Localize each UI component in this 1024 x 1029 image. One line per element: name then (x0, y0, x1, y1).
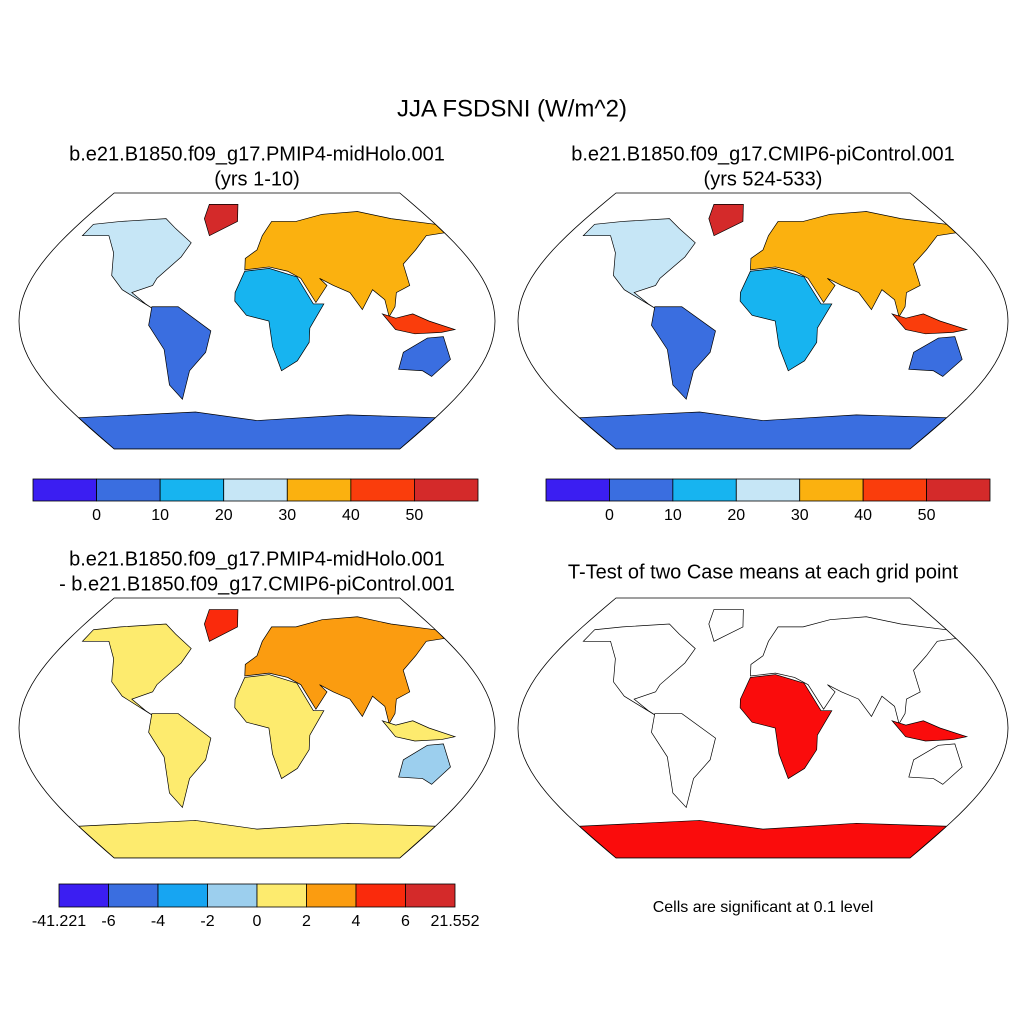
colorbar-box (32, 478, 97, 502)
colorbar-box (414, 478, 479, 502)
figure-title: JJA FSDSNI (W/m^2) (397, 95, 627, 122)
continent (708, 204, 744, 237)
colorbar-box (157, 883, 208, 908)
colorbar-box (862, 478, 927, 502)
continent (891, 313, 969, 335)
continent (77, 411, 437, 449)
colorbar-label: 10 (151, 507, 169, 524)
colorbar-box (350, 478, 415, 502)
colorbar-box (306, 883, 357, 908)
continent (234, 268, 325, 372)
continent (708, 609, 744, 642)
colorbar-box (159, 478, 225, 502)
map (77, 609, 457, 858)
colorbar-box (207, 883, 258, 908)
colorbar-box (405, 883, 456, 908)
colorbar-label: 30 (278, 507, 296, 524)
colorbar-label: 50 (918, 507, 936, 524)
continent (244, 211, 446, 318)
colorbar-label: 4 (352, 913, 361, 930)
panel-title: (yrs 524-533) (704, 168, 823, 190)
colorbar-label: 30 (791, 507, 809, 524)
colorbar-label: 0 (92, 507, 101, 524)
continent (578, 411, 948, 449)
continent (398, 743, 451, 785)
colorbar-box (735, 478, 801, 502)
colorbar-box (108, 883, 159, 908)
continent (578, 820, 948, 858)
panel-title: - b.e21.B1850.f09_g17.CMIP6-piControl.00… (59, 573, 455, 595)
colorbar-box (256, 883, 307, 908)
colorbar-box (223, 478, 288, 502)
continent (891, 720, 969, 742)
colorbar-label: 50 (406, 507, 424, 524)
colorbar-box (799, 478, 864, 502)
panel-title: b.e21.B1850.f09_g17.PMIP4-midHolo.001 (69, 548, 445, 570)
map-outline (18, 192, 496, 450)
map (578, 204, 969, 449)
colorbar-label: -41.221 (32, 913, 86, 930)
map-outline (517, 597, 1009, 859)
colorbar-label: 21.552 (431, 913, 480, 930)
colorbar-box (96, 478, 161, 502)
continent (81, 623, 192, 717)
continent (148, 306, 212, 400)
continent (651, 713, 716, 809)
colorbar-label: 40 (854, 507, 872, 524)
colorbar-box (672, 478, 737, 502)
continent (651, 306, 716, 400)
continent (908, 336, 963, 377)
colorbar-label: 10 (664, 507, 682, 524)
continent (750, 211, 957, 318)
colorbar-box (355, 883, 406, 908)
continent (204, 204, 239, 237)
continent (244, 616, 446, 725)
colorbar-label: 0 (253, 913, 262, 930)
colorbar-box (609, 478, 674, 502)
continent (582, 218, 696, 310)
continent (148, 713, 212, 809)
continent (908, 743, 963, 785)
continent (234, 674, 325, 780)
colorbar-label: -4 (151, 913, 165, 930)
note: Cells are significant at 0.1 level (653, 899, 874, 916)
colorbar-box (926, 478, 991, 502)
colorbar-label: -2 (200, 913, 214, 930)
colorbar-label: 20 (727, 507, 745, 524)
continent (750, 616, 957, 725)
continent (81, 218, 192, 310)
panel-title: T-Test of two Case means at each grid po… (568, 561, 959, 583)
colorbar-label: 6 (401, 913, 410, 930)
continent (77, 820, 437, 858)
map-outline (517, 192, 1009, 450)
colorbar-box (286, 478, 352, 502)
continent (398, 336, 451, 377)
colorbar-box (58, 883, 109, 908)
colorbar-box (545, 478, 610, 502)
colorbar-label: 20 (215, 507, 233, 524)
continent (739, 268, 833, 372)
panel-title: b.e21.B1850.f09_g17.PMIP4-midHolo.001 (69, 143, 445, 165)
continent (381, 313, 457, 335)
colorbar-label: 0 (605, 507, 614, 524)
continent (204, 609, 239, 642)
map (77, 204, 457, 449)
continent (739, 674, 833, 780)
colorbar-label: 2 (302, 913, 311, 930)
map (578, 609, 969, 858)
panel-title: (yrs 1-10) (214, 168, 300, 190)
colorbar-label: -6 (101, 913, 115, 930)
continent (381, 720, 457, 742)
continent (582, 623, 696, 717)
panel-title: b.e21.B1850.f09_g17.CMIP6-piControl.001 (571, 143, 955, 165)
map-outline (18, 597, 496, 859)
colorbar-label: 40 (342, 507, 360, 524)
